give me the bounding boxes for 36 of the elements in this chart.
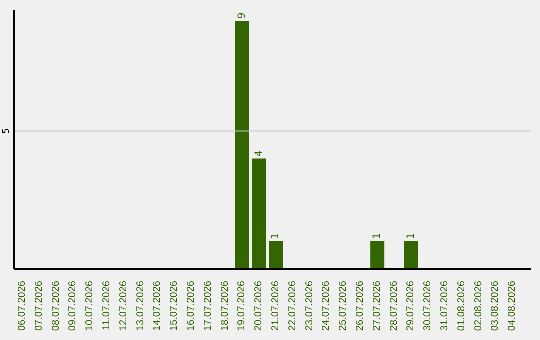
x-tick-label: 09.07.2026	[68, 280, 79, 332]
x-tick-label: 04.08.2026	[507, 280, 518, 332]
x-tick-label: 23.07.2026	[304, 280, 316, 332]
x-tick-label: 11.07.2026	[101, 280, 112, 330]
x-tick-label: 15.07.2026	[169, 280, 180, 332]
x-tick-label: 13.07.2026	[135, 280, 146, 332]
x-tick-label: 18.07.2026	[220, 280, 231, 332]
x-tick-label: 06.07.2026	[16, 280, 28, 332]
x-tick-label: 28.07.2026	[388, 280, 400, 332]
data-label: 4	[254, 150, 265, 157]
x-tick-label: 25.07.2026	[338, 280, 350, 332]
data-label: 1	[406, 233, 417, 240]
x-tick-label: 10.07.2026	[84, 280, 96, 332]
x-tick-label: 16.07.2026	[186, 280, 197, 332]
data-label: 9	[236, 12, 248, 20]
x-tick-label: 21.07.2026	[270, 280, 282, 332]
ref-line-label: 5	[2, 128, 12, 134]
x-tick-label: 24.07.2026	[321, 280, 332, 332]
x-tick-label: 17.07.2026	[202, 280, 214, 332]
data-label: 1	[270, 233, 282, 240]
x-tick-label: 14.07.2026	[152, 280, 164, 332]
x-tick-label: 12.07.2026	[118, 280, 130, 332]
x-tick-label: 01.08.2026	[456, 280, 468, 332]
x-tick-label: 22.07.2026	[287, 280, 298, 332]
x-tick-label: 07.07.2026	[34, 280, 45, 332]
data-label: 1	[372, 233, 384, 240]
x-tick-label: 19.07.2026	[236, 280, 248, 332]
x-tick-label: 03.08.2026	[490, 280, 502, 332]
x-tick-label: 30.07.2026	[422, 280, 434, 332]
x-tick-label: 20.07.2026	[254, 280, 265, 332]
x-tick-label: 27.07.2026	[372, 280, 383, 332]
x-tick-label: 31.07.2026	[439, 280, 450, 332]
x-tick-label: 02.08.2026	[473, 280, 484, 332]
x-tick-label: 08.07.2026	[50, 280, 62, 332]
x-tick-label: 29.07.2026	[406, 280, 417, 332]
x-tick-label: 26.07.2026	[354, 280, 366, 332]
